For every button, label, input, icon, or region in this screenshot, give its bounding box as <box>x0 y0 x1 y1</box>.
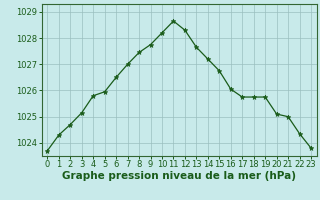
X-axis label: Graphe pression niveau de la mer (hPa): Graphe pression niveau de la mer (hPa) <box>62 171 296 181</box>
